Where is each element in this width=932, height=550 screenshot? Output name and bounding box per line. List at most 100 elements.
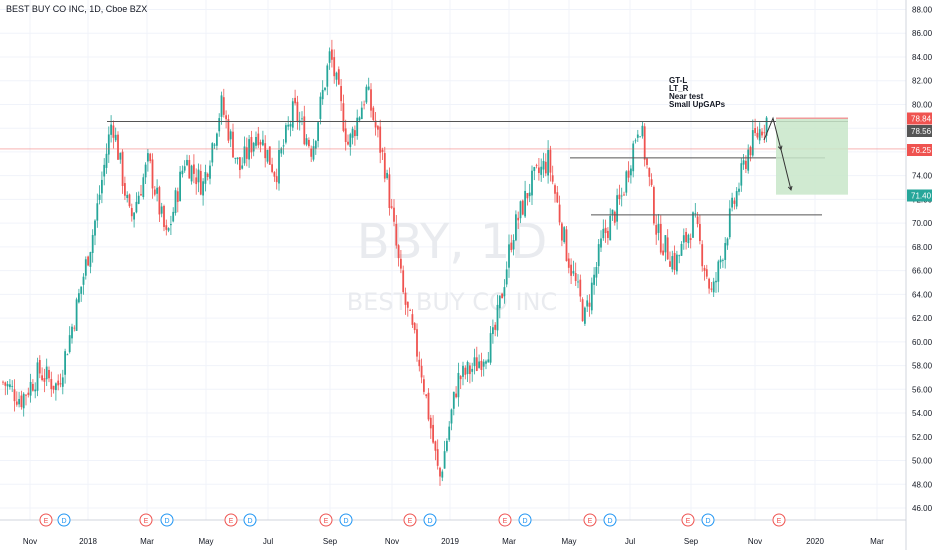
candle-body — [397, 245, 400, 259]
dividend-marker[interactable]: D — [603, 513, 617, 527]
candle-body — [517, 217, 520, 221]
candle-body — [216, 133, 218, 146]
candle-body — [310, 148, 313, 157]
earnings-marker[interactable]: E — [498, 513, 512, 527]
event-circle — [160, 513, 174, 527]
candle-body — [193, 164, 195, 174]
earnings-marker[interactable]: E — [681, 513, 695, 527]
dividend-marker[interactable]: D — [518, 513, 532, 527]
arrow-head — [787, 185, 793, 191]
price-tag: 78.56 — [907, 125, 932, 137]
drawings[interactable] — [0, 116, 906, 216]
candle-body — [450, 409, 453, 424]
time-axis[interactable]: Nov 2018 Mar May Jul Sep Nov 2019 Mar May Jul Sep No… — [23, 537, 884, 546]
dividend-marker[interactable]: D — [423, 513, 437, 527]
candle-body — [724, 243, 727, 260]
event-circle — [319, 513, 333, 527]
candle-body — [475, 357, 478, 371]
candle-body — [98, 194, 101, 200]
price-tick-label: 48.00 — [912, 480, 932, 489]
earnings-marker[interactable]: E — [319, 513, 333, 527]
candle-body — [202, 181, 204, 196]
event-letter: E — [777, 518, 782, 525]
candle-body — [731, 197, 733, 208]
candle-body — [662, 250, 664, 255]
candle-body — [211, 143, 214, 163]
earnings-marker[interactable]: E — [403, 513, 417, 527]
price-tick-label: 58.00 — [912, 362, 932, 371]
price-tag: 71.40 — [907, 189, 932, 202]
projection-path[interactable] — [763, 116, 792, 191]
candle-body — [308, 139, 310, 147]
candle-body — [756, 132, 759, 138]
earnings-marker[interactable]: E — [224, 513, 238, 527]
annotation-text[interactable]: GT-L LT_R Near test Small UpGAPs — [669, 76, 726, 109]
candle-body — [747, 149, 750, 171]
earnings-marker[interactable]: E — [39, 513, 53, 527]
candle-body — [140, 194, 142, 196]
candle-body — [726, 238, 729, 246]
candle-body — [27, 392, 30, 395]
dividend-marker[interactable]: D — [160, 513, 174, 527]
dividend-marker[interactable]: D — [701, 513, 715, 527]
candle-body — [388, 174, 391, 208]
candle-body — [503, 287, 506, 297]
candle-body — [71, 326, 73, 339]
candle-body — [335, 72, 338, 80]
earnings-marker[interactable]: E — [583, 513, 597, 527]
candle-body — [142, 177, 145, 198]
candle-body — [250, 137, 253, 153]
dividend-marker[interactable]: D — [243, 513, 257, 527]
candle-body — [32, 383, 34, 391]
price-axis[interactable]: 46.00 48.00 50.00 52.00 54.00 56.00 58.00 60.00… — [912, 6, 932, 514]
candle-body — [319, 96, 322, 119]
candle-body — [158, 187, 161, 215]
candle-body — [4, 382, 7, 386]
candle-body — [354, 130, 356, 137]
dividend-marker[interactable]: D — [339, 513, 353, 527]
event-letter: E — [503, 518, 508, 525]
candle-body — [588, 302, 591, 307]
candle-body — [687, 234, 690, 244]
candle-body — [664, 235, 667, 253]
time-tick-label: 2020 — [806, 537, 824, 546]
event-circle — [224, 513, 238, 527]
event-letter: E — [144, 518, 149, 525]
candle-body — [542, 160, 545, 170]
price-tick-label: 86.00 — [912, 29, 932, 38]
candle-body — [55, 383, 57, 391]
candle-body — [18, 399, 20, 405]
target-box[interactable] — [776, 118, 848, 195]
candle-body — [439, 467, 441, 477]
candle-body — [609, 215, 612, 241]
dividend-marker[interactable]: D — [57, 513, 71, 527]
watermark-name: BEST BUY CO INC — [347, 288, 558, 316]
candle-body — [236, 157, 239, 160]
candle-body — [682, 235, 685, 243]
candle-body — [82, 276, 85, 285]
candle-body — [556, 192, 559, 203]
candle-body — [558, 204, 561, 223]
price-tag-bg — [907, 144, 932, 156]
earnings-marker[interactable]: E — [139, 513, 153, 527]
chart-grid — [0, 0, 907, 550]
candle-body — [699, 223, 701, 242]
candle-body — [188, 160, 191, 179]
event-letter: D — [607, 518, 612, 525]
event-circle — [243, 513, 257, 527]
candle-body — [515, 214, 517, 241]
candle-body — [501, 293, 503, 299]
candle-body — [347, 141, 349, 145]
event-letter: D — [705, 518, 710, 525]
candle-body — [149, 153, 152, 162]
time-tick-label: Jul — [625, 537, 635, 546]
candle-body — [572, 271, 575, 274]
price-tick-label: 46.00 — [912, 504, 932, 513]
candle-body — [135, 201, 138, 213]
candle-body — [735, 191, 738, 207]
candle-body — [423, 379, 425, 392]
time-tick-label: Nov — [23, 537, 37, 546]
earnings-marker[interactable]: E — [772, 513, 786, 527]
time-tick-label: Mar — [870, 537, 884, 546]
